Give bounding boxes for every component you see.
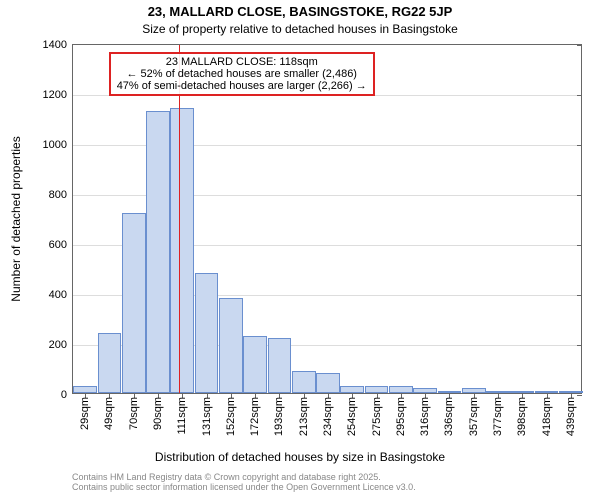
xtick-label: 336sqm: [443, 393, 455, 436]
ytick-label: 200: [49, 339, 73, 351]
histogram-bar: [365, 386, 389, 394]
xtick-label: 357sqm: [468, 393, 480, 436]
ytick-label: 600: [49, 239, 73, 251]
histogram-bar: [340, 386, 364, 394]
xtick-label: 295sqm: [395, 393, 407, 436]
attribution-line: Contains HM Land Registry data © Crown c…: [72, 472, 416, 482]
subject-property-marker: [179, 45, 180, 393]
xtick-label: 398sqm: [516, 393, 528, 436]
ytick-mark: [577, 245, 582, 246]
ytick-label: 1000: [43, 139, 73, 151]
xtick-label: 213sqm: [298, 393, 310, 436]
xtick-label: 152sqm: [225, 393, 237, 436]
chart-title-sub: Size of property relative to detached ho…: [0, 22, 600, 36]
xtick-label: 49sqm: [103, 393, 115, 430]
annotation-line: ← 52% of detached houses are smaller (2,…: [117, 68, 367, 80]
histogram-bar: [146, 111, 170, 394]
property-size-histogram: 23, MALLARD CLOSE, BASINGSTOKE, RG22 5JP…: [0, 0, 600, 500]
histogram-bar: [170, 108, 194, 393]
chart-title-main: 23, MALLARD CLOSE, BASINGSTOKE, RG22 5JP: [0, 4, 600, 19]
histogram-bar: [292, 371, 316, 394]
xtick-label: 70sqm: [128, 393, 140, 430]
ytick-mark: [577, 195, 582, 196]
attribution-text: Contains HM Land Registry data © Crown c…: [72, 472, 416, 492]
ytick-label: 0: [61, 389, 73, 401]
histogram-bar: [98, 333, 122, 393]
ytick-label: 1400: [43, 39, 73, 51]
xtick-label: 254sqm: [346, 393, 358, 436]
ytick-mark: [577, 45, 582, 46]
histogram-bar: [195, 273, 219, 393]
ytick-label: 800: [49, 189, 73, 201]
histogram-bar: [389, 386, 413, 394]
xtick-label: 90sqm: [152, 393, 164, 430]
ytick-label: 400: [49, 289, 73, 301]
xtick-label: 172sqm: [249, 393, 261, 436]
xtick-label: 131sqm: [201, 393, 213, 436]
xtick-label: 29sqm: [79, 393, 91, 430]
annotation-line: 23 MALLARD CLOSE: 118sqm: [117, 56, 367, 68]
ytick-mark: [577, 145, 582, 146]
x-axis-label: Distribution of detached houses by size …: [0, 450, 600, 464]
ytick-mark: [577, 395, 582, 396]
xtick-label: 234sqm: [322, 393, 334, 436]
histogram-bar: [122, 213, 146, 393]
xtick-label: 439sqm: [565, 393, 577, 436]
xtick-label: 111sqm: [176, 393, 188, 435]
histogram-bar: [243, 336, 267, 394]
histogram-bar: [268, 338, 292, 393]
y-axis-label: Number of detached properties: [9, 136, 23, 301]
attribution-line: Contains public sector information licen…: [72, 482, 416, 492]
ytick-label: 1200: [43, 89, 73, 101]
annotation-line: 47% of semi-detached houses are larger (…: [117, 80, 367, 92]
xtick-label: 193sqm: [273, 393, 285, 436]
ytick-mark: [577, 295, 582, 296]
xtick-label: 275sqm: [371, 393, 383, 436]
ytick-mark: [577, 95, 582, 96]
histogram-bar: [316, 373, 340, 393]
xtick-label: 316sqm: [419, 393, 431, 436]
ytick-mark: [577, 345, 582, 346]
xtick-label: 418sqm: [541, 393, 553, 436]
histogram-bar: [219, 298, 243, 393]
xtick-label: 377sqm: [492, 393, 504, 436]
annotation-box: 23 MALLARD CLOSE: 118sqm← 52% of detache…: [109, 52, 375, 96]
plot-area: 020040060080010001200140029sqm49sqm70sqm…: [72, 44, 582, 394]
histogram-bar: [73, 386, 97, 394]
